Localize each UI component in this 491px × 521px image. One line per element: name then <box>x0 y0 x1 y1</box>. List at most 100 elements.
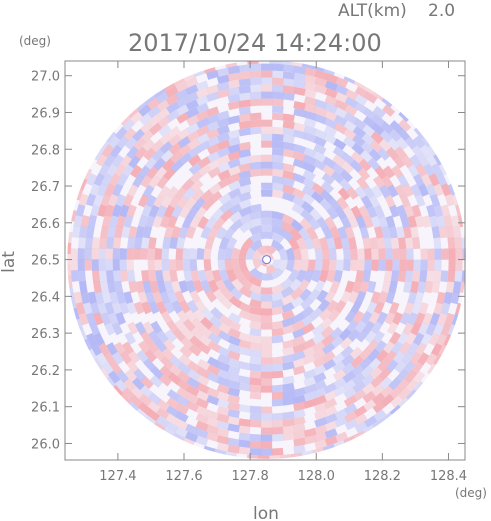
heatmap-cell <box>134 321 147 335</box>
heatmap-cell <box>190 269 200 283</box>
heatmap-cell <box>301 314 315 327</box>
y-tick-label: 26.6 <box>31 217 60 232</box>
heatmap-cell <box>98 259 107 271</box>
heatmap-cell <box>216 110 230 121</box>
heatmap-cell <box>420 173 433 187</box>
heatmap-cell <box>238 113 251 123</box>
heatmap-cell <box>248 283 262 295</box>
heatmap-cell <box>260 189 273 197</box>
heatmap-cell <box>219 269 230 283</box>
heatmap-cell <box>107 370 121 384</box>
heatmap-cell <box>395 226 405 239</box>
heatmap-cell <box>163 338 176 352</box>
heatmap-cell <box>314 279 326 293</box>
heatmap-cell <box>144 156 158 170</box>
heatmap-cell <box>349 159 363 173</box>
heatmap-cell <box>105 259 114 271</box>
heatmap-cell <box>261 63 273 71</box>
heatmap-cell <box>140 174 153 189</box>
heatmap-cell <box>206 409 219 421</box>
heatmap-cell <box>314 106 328 117</box>
heatmap-cell <box>367 157 381 171</box>
x-tick-label: 128.2 <box>364 469 401 484</box>
heatmap-cell <box>227 350 241 361</box>
heatmap-cell <box>227 72 240 82</box>
heatmap-cell <box>167 290 178 304</box>
heatmap-cell <box>372 106 386 119</box>
heatmap-cell <box>165 93 179 106</box>
heatmap-cell <box>302 162 317 174</box>
heatmap-cell <box>323 382 337 394</box>
heatmap-cell <box>292 320 306 332</box>
heatmap-cell <box>93 280 102 294</box>
heatmap-cell <box>282 382 295 392</box>
heatmap-cell <box>175 88 189 101</box>
heatmap-cell <box>271 447 284 456</box>
heatmap-cell <box>350 355 364 369</box>
heatmap-cell <box>207 332 222 345</box>
heatmap-cell <box>111 351 124 365</box>
heatmap-cell <box>333 270 343 283</box>
heatmap-cell <box>195 428 209 439</box>
heatmap-cell <box>227 65 240 75</box>
heatmap-cell <box>261 84 273 92</box>
heatmap-cell <box>266 245 277 255</box>
heatmap-cell <box>324 87 338 99</box>
heatmap-cell <box>332 154 346 167</box>
heatmap-cell <box>277 259 288 273</box>
heatmap-cell <box>372 400 386 414</box>
heatmap-cell <box>313 128 327 140</box>
heatmap-cell <box>139 112 153 126</box>
y-tick-label: 26.5 <box>31 254 60 269</box>
heatmap-cell <box>335 431 349 443</box>
heatmap-cell <box>340 290 352 304</box>
heatmap-cell <box>397 237 407 250</box>
heatmap-cell <box>374 340 387 354</box>
heatmap-cell <box>127 270 136 283</box>
heatmap-cell <box>126 204 137 218</box>
heatmap-cell <box>109 214 119 228</box>
heatmap-cell <box>448 248 456 260</box>
heatmap-cell <box>282 127 295 137</box>
heatmap-cell <box>174 319 187 333</box>
heatmap-cell <box>104 204 115 218</box>
heatmap-cell <box>193 197 206 211</box>
heatmap-cell <box>304 88 317 99</box>
heatmap-cell <box>381 175 394 189</box>
heatmap-cell <box>197 216 209 230</box>
heatmap-cell <box>332 360 346 373</box>
heatmap-cell <box>324 102 338 114</box>
heatmap-cell <box>344 310 357 324</box>
heatmap-cell <box>402 280 412 294</box>
heatmap-cell <box>200 226 212 240</box>
heatmap-cell <box>314 84 328 95</box>
heatmap-cell <box>344 411 358 423</box>
heatmap-cell <box>335 76 349 88</box>
heatmap-cell <box>104 301 115 315</box>
heatmap-cell <box>186 368 201 381</box>
heatmap-cell <box>148 330 161 344</box>
heatmap-cell <box>348 236 357 250</box>
heatmap-cell <box>377 147 391 161</box>
heatmap-cell <box>271 189 285 199</box>
heatmap-cell <box>311 324 325 337</box>
heatmap-cell <box>390 270 400 283</box>
heatmap-cell <box>188 154 202 167</box>
heatmap-cell <box>322 350 336 363</box>
heatmap-cell <box>340 236 350 250</box>
heatmap-cell <box>359 356 373 370</box>
heatmap-cell <box>372 418 385 430</box>
heatmap-cell <box>200 279 212 293</box>
heatmap-cell <box>158 185 171 199</box>
heatmap-cell <box>107 280 117 294</box>
heatmap-cell <box>329 226 341 240</box>
heatmap-cell <box>293 65 306 75</box>
heatmap-cell <box>160 149 174 163</box>
heatmap-cell <box>249 84 262 93</box>
heatmap-cell <box>77 248 85 260</box>
heatmap-cell <box>119 259 128 271</box>
heatmap-cell <box>150 139 164 153</box>
heatmap-cell <box>271 426 284 435</box>
heatmap-cell <box>227 86 241 96</box>
heatmap-cell <box>334 107 348 119</box>
